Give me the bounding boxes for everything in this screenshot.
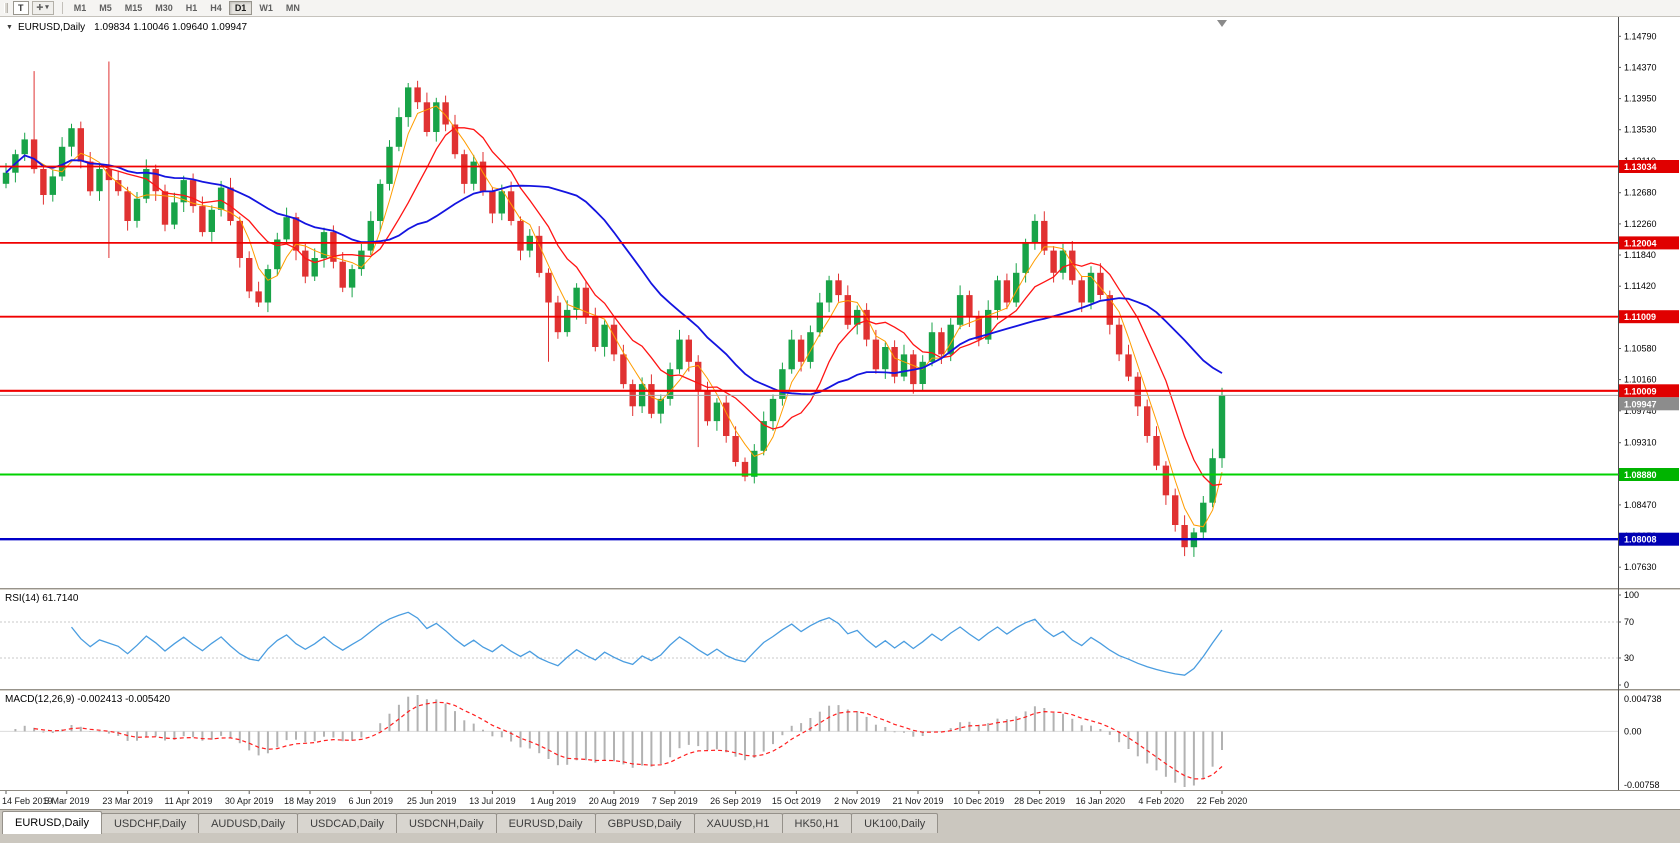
price-line-badge xyxy=(1619,236,1679,250)
text-annotation-tool-button[interactable]: T xyxy=(13,1,29,15)
price-axis-label: 1.09740 xyxy=(1624,406,1657,416)
chart-tab-usdcad-daily[interactable]: USDCAD,Daily xyxy=(297,813,398,833)
date-axis-label: 5 Mar 2019 xyxy=(44,796,90,806)
price-line-badge-label: 1.11009 xyxy=(1624,312,1656,322)
timeframe-button-m15[interactable]: M15 xyxy=(119,1,149,15)
price-line-badge-label: 1.09947 xyxy=(1624,399,1657,409)
date-axis-label: 21 Nov 2019 xyxy=(892,796,943,806)
rsi-axis-label: 0 xyxy=(1624,680,1629,690)
date-axis-label: 13 Jul 2019 xyxy=(469,796,516,806)
ma-fast-line xyxy=(5,105,1223,528)
price-line-badge xyxy=(1619,468,1679,481)
date-axis-label: 18 May 2019 xyxy=(284,796,336,806)
macd-axis-label: 0.004738 xyxy=(1624,694,1662,704)
date-axis-label: 22 Feb 2020 xyxy=(1197,796,1248,806)
price-axis-label: 1.13530 xyxy=(1624,125,1657,135)
rsi-axis-label: 30 xyxy=(1624,653,1634,663)
price-line-badge-label: 1.12004 xyxy=(1624,238,1657,248)
price-axis-label: 1.07630 xyxy=(1624,562,1657,572)
timeframe-button-w1[interactable]: W1 xyxy=(253,1,279,15)
price-line-badge-label: 1.08880 xyxy=(1624,470,1657,480)
price-line-badge xyxy=(1619,160,1679,173)
toolbar-divider xyxy=(61,2,63,14)
panel-splitter[interactable] xyxy=(0,689,1680,692)
price-axis-label: 1.12260 xyxy=(1624,219,1657,229)
date-axis-label: 7 Sep 2019 xyxy=(652,796,698,806)
date-axis-label: 11 Apr 2019 xyxy=(164,796,212,806)
macd-signal-line xyxy=(34,701,1223,780)
price-axis-label: 1.13950 xyxy=(1624,94,1657,104)
date-axis-label: 2 Nov 2019 xyxy=(834,796,880,806)
price-axis-label: 1.08470 xyxy=(1624,500,1657,510)
rsi-axis-label: 70 xyxy=(1624,617,1634,627)
timeframe-button-h4[interactable]: H4 xyxy=(204,1,228,15)
price-line-badge-label: 1.10009 xyxy=(1624,386,1657,396)
timeframe-toolbar: M1 M5 M15 M30 H1 H4 D1 W1 MN xyxy=(68,1,306,15)
date-axis-label: 6 Jun 2019 xyxy=(349,796,394,806)
date-axis-label: 1 Aug 2019 xyxy=(530,796,576,806)
chart-tab-eurusd-daily[interactable]: EURUSD,Daily xyxy=(495,813,596,833)
price-axis-label: 1.12680 xyxy=(1624,188,1657,198)
macd-axis-label: -0.00758 xyxy=(1624,780,1660,790)
price-axis-label: 1.09310 xyxy=(1624,438,1657,448)
ma-slow-line xyxy=(5,154,1223,396)
dropdown-caret-icon: ▾ xyxy=(45,4,49,11)
chart-tab-usdcnh-daily[interactable]: USDCNH,Daily xyxy=(396,813,497,833)
timeframe-button-m5[interactable]: M5 xyxy=(93,1,118,15)
timeframe-button-m1[interactable]: M1 xyxy=(68,1,93,15)
price-axis-label: 1.14790 xyxy=(1624,31,1657,41)
timeframe-button-h1[interactable]: H1 xyxy=(180,1,204,15)
date-axis-label: 25 Jun 2019 xyxy=(407,796,457,806)
price-line-badge-label: 1.13034 xyxy=(1624,162,1657,172)
timeframe-button-m30[interactable]: M30 xyxy=(149,1,179,15)
chart-tab-usdchf-daily[interactable]: USDCHF,Daily xyxy=(100,813,200,833)
price-axis-label: 1.10160 xyxy=(1624,375,1657,385)
date-axis-label: 4 Feb 2020 xyxy=(1138,796,1184,806)
price-axis-label: 1.14370 xyxy=(1624,62,1657,72)
chart-area: 14 Feb 2019 5 Mar 2019 23 Mar 2019 11 Apr 2… xyxy=(0,17,1680,809)
price-axis: 1.147901.143701.139501.135301.131101.126… xyxy=(1618,31,1679,790)
chart-background xyxy=(0,17,1680,809)
macd-axis-label: 0.00 xyxy=(1624,726,1642,736)
panel-splitter[interactable] xyxy=(0,588,1680,591)
chart-tab-uk100-daily[interactable]: UK100,Daily xyxy=(851,813,939,833)
macd-histogram xyxy=(14,695,1223,787)
shapes-icon: ✛ xyxy=(36,3,44,12)
price-line-badge xyxy=(1619,397,1679,411)
price-axis-label: 1.11840 xyxy=(1624,250,1656,260)
chart-tab-hk50-h1[interactable]: HK50,H1 xyxy=(781,813,853,833)
price-line-badge xyxy=(1619,384,1679,398)
date-axis-label: 14 Feb 2019 xyxy=(2,796,53,806)
timeframe-button-mn[interactable]: MN xyxy=(280,1,306,15)
timeframe-button-d1[interactable]: D1 xyxy=(228,1,253,15)
chart-tab-eurusd-daily[interactable]: EURUSD,Daily xyxy=(2,811,102,834)
chart-tabs-bar: EURUSD,Daily USDCHF,Daily AUDUSD,Daily USDC… xyxy=(0,809,1680,843)
chart-tab-gbpusd-daily[interactable]: GBPUSD,Daily xyxy=(594,813,695,833)
date-axis-label: 26 Sep 2019 xyxy=(710,796,761,806)
date-axis-label: 15 Oct 2019 xyxy=(772,796,821,806)
date-axis-label: 28 Dec 2019 xyxy=(1014,796,1065,806)
chart-shift-marker-icon[interactable] xyxy=(1217,20,1227,27)
price-axis-label: 1.10580 xyxy=(1624,343,1657,353)
price-line-badge-label: 1.08008 xyxy=(1624,535,1657,545)
rsi-line xyxy=(70,611,1223,676)
main-toolbar: T ✛ ▾ M1 M5 M15 M30 H1 H4 D1 W1 MN xyxy=(0,0,1680,17)
date-axis-label: 30 Apr 2019 xyxy=(225,796,274,806)
date-axis-label: 23 Mar 2019 xyxy=(102,796,153,806)
date-axis-label: 16 Jan 2020 xyxy=(1076,796,1126,806)
date-axis-label: 20 Aug 2019 xyxy=(589,796,640,806)
date-axis-label: 10 Dec 2019 xyxy=(953,796,1004,806)
chart-tab-audusd-daily[interactable]: AUDUSD,Daily xyxy=(198,813,299,833)
price-line-badge xyxy=(1619,310,1679,324)
price-axis-label: 1.11420 xyxy=(1624,281,1656,291)
toolbar-grip[interactable] xyxy=(4,3,8,13)
price-line-badge xyxy=(1619,532,1679,546)
drawing-tools-dropdown-button[interactable]: ✛ ▾ xyxy=(31,1,54,15)
rsi-axis-label: 100 xyxy=(1624,590,1639,600)
chart-tab-xauusd-h1[interactable]: XAUUSD,H1 xyxy=(693,813,783,833)
